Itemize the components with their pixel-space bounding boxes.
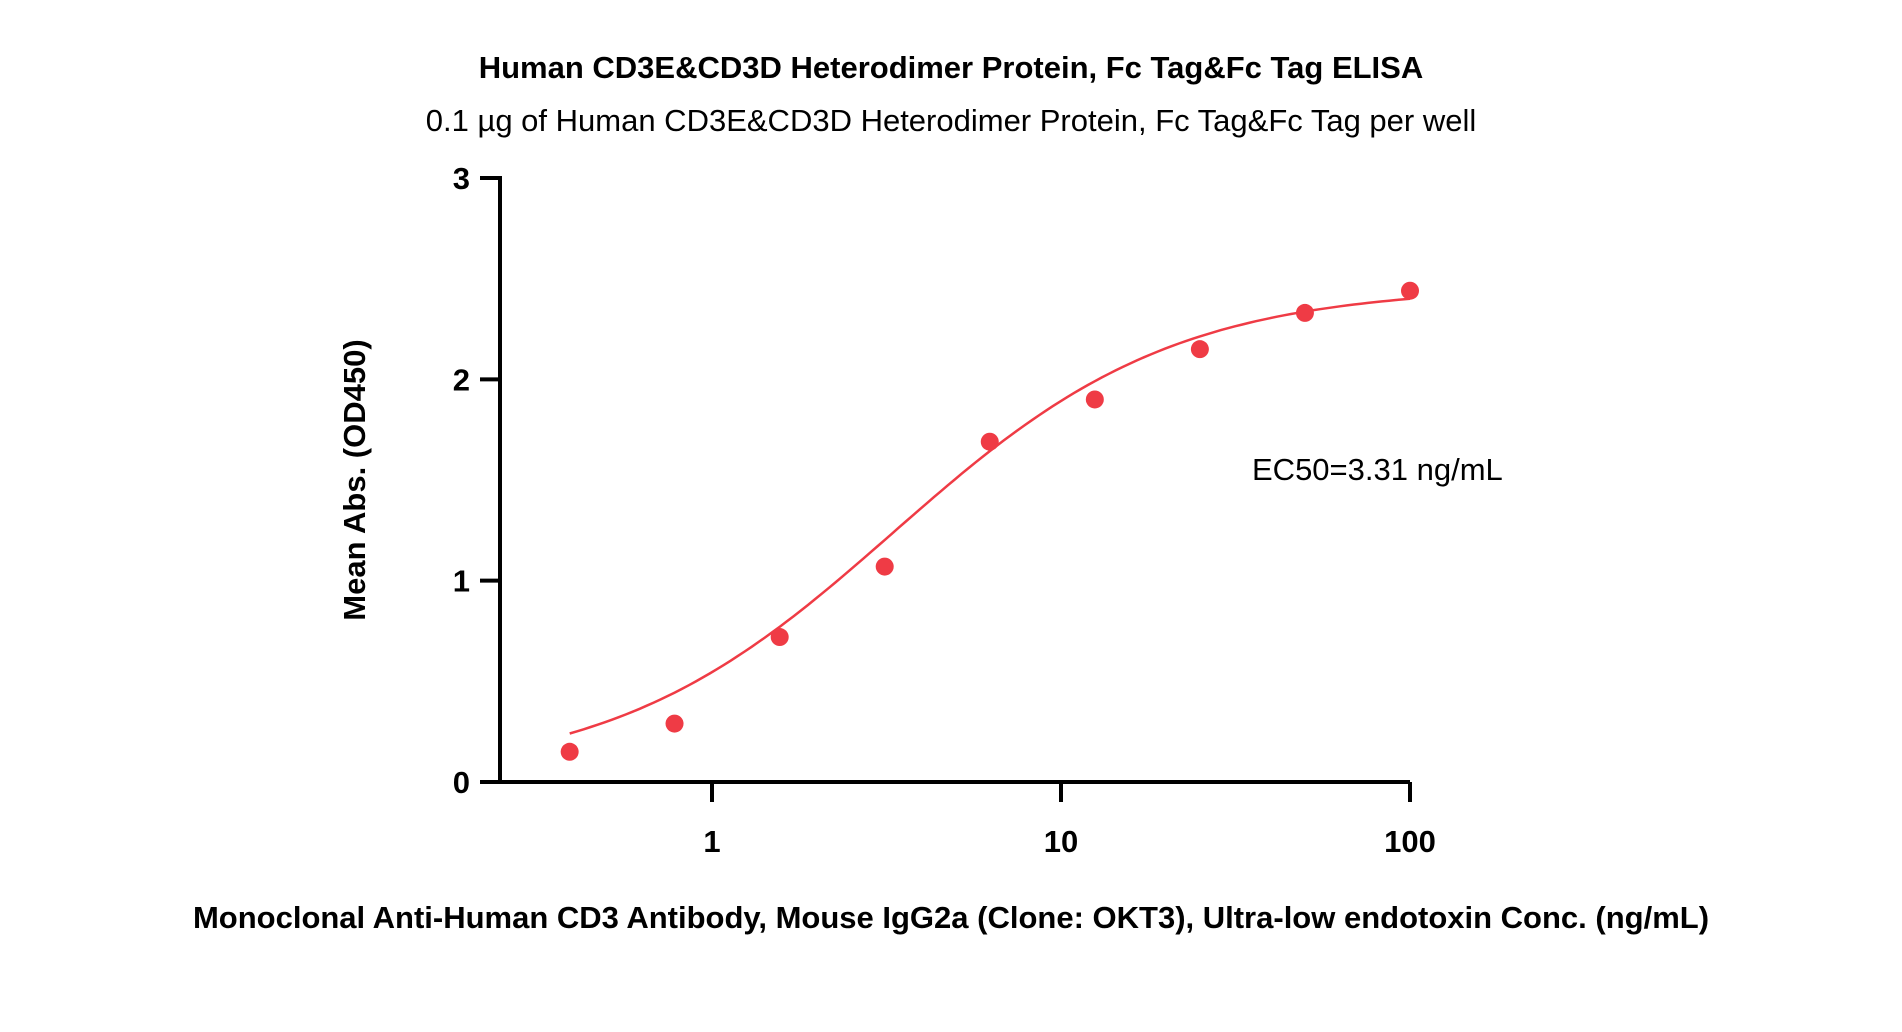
data-point <box>1401 281 1419 300</box>
chart-subtitle: 0.1 µg of Human CD3E&CD3D Heterodimer Pr… <box>425 103 1477 138</box>
data-point <box>665 714 684 733</box>
data-point <box>1085 390 1104 409</box>
x-tick-label: 100 <box>1384 824 1436 859</box>
data-point <box>560 742 579 761</box>
chart-title: Human CD3E&CD3D Heterodimer Protein, Fc … <box>478 50 1424 85</box>
ec50-annotation: EC50=3.31 ng/mL <box>1252 452 1503 487</box>
x-tick-label: 1 <box>703 824 720 859</box>
y-tick-label: 0 <box>453 765 470 800</box>
data-point <box>1295 303 1314 322</box>
data-point <box>980 432 999 451</box>
x-tick-label: 10 <box>1044 824 1078 859</box>
y-tick-label: 1 <box>453 564 470 599</box>
x-axis-label: Monoclonal Anti-Human CD3 Antibody, Mous… <box>192 900 1710 935</box>
fit-curve <box>569 297 1411 735</box>
data-point <box>875 557 894 576</box>
data-point <box>1190 340 1209 359</box>
data-point <box>770 628 789 647</box>
y-tick-label: 3 <box>453 161 470 196</box>
y-tick-label: 2 <box>453 362 470 397</box>
